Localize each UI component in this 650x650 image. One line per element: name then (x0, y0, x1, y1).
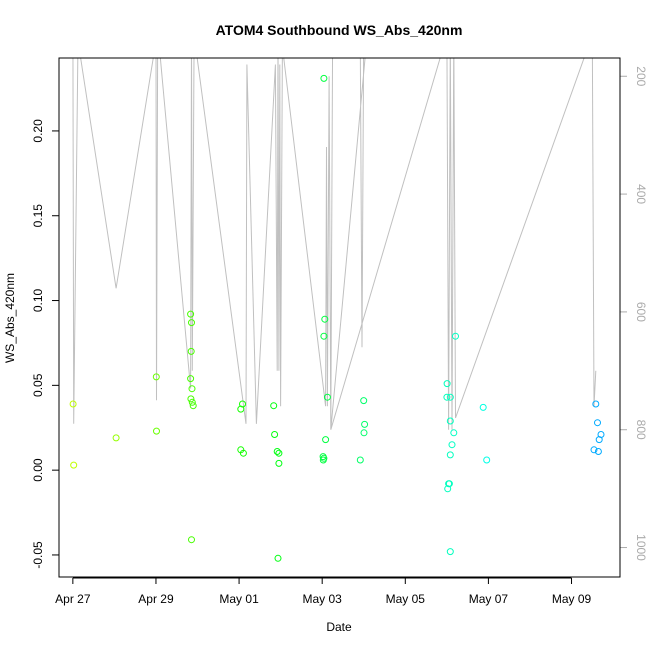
data-point (270, 402, 278, 410)
secondary-tick-label: 600 (634, 302, 648, 322)
data-point (69, 400, 77, 408)
data-point (448, 441, 456, 449)
secondary-series-line (72, 58, 597, 430)
data-point (592, 400, 600, 408)
data-point (70, 461, 78, 469)
y-tick-label: -0.05 (31, 541, 45, 569)
data-point (360, 429, 368, 437)
chart-title: ATOM4 Southbound WS_Abs_420nm (216, 22, 463, 38)
secondary-tick-label: 1000 (634, 534, 648, 561)
data-point (112, 434, 120, 442)
data-point (187, 375, 195, 383)
data-point (273, 448, 281, 455)
x-tick-label: May 05 (386, 592, 426, 606)
data-point (152, 373, 160, 381)
data-point (187, 395, 195, 403)
data-point (445, 480, 453, 488)
data-point (188, 398, 196, 406)
x-axis-label: Date (326, 620, 352, 634)
y-tick-label: 0.15 (31, 204, 45, 228)
data-point (595, 436, 603, 444)
data-point (187, 310, 195, 318)
data-point (594, 419, 601, 427)
x-tick-label: Apr 27 (55, 592, 91, 606)
data-point (188, 385, 196, 393)
secondary-tick-label: 200 (634, 66, 648, 86)
secondary-tick-label: 800 (634, 420, 648, 440)
data-point (446, 417, 454, 425)
data-point (446, 393, 454, 401)
secondary-tick-label: 400 (634, 184, 648, 204)
x-tick-label: Apr 29 (138, 592, 174, 606)
y-tick-label: 0.10 (31, 288, 45, 312)
data-point (188, 536, 195, 544)
data-point (275, 459, 283, 467)
data-point (443, 380, 451, 388)
plot-border (58, 57, 621, 578)
y-axis-label: WS_Abs_420nm (3, 273, 17, 363)
data-point (275, 449, 283, 457)
y-tick-label: 0.00 (31, 458, 45, 482)
data-point (446, 451, 454, 459)
x-tick-label: May 07 (469, 592, 509, 606)
data-point (452, 332, 459, 340)
x-tick-label: May 03 (303, 592, 343, 606)
data-point (320, 332, 328, 340)
data-point (356, 456, 364, 464)
data-point (319, 456, 327, 464)
data-point (189, 402, 197, 410)
data-point (360, 397, 368, 405)
data-point (450, 429, 458, 437)
data-point (320, 74, 328, 82)
data-point (323, 393, 331, 401)
data-point (322, 436, 330, 444)
data-point (479, 403, 487, 411)
data-point (361, 420, 369, 428)
data-point (446, 548, 454, 556)
points-layer (69, 74, 605, 562)
data-point (594, 448, 602, 455)
data-point (443, 393, 451, 401)
data-point (239, 400, 246, 408)
y-tick-label: 0.05 (31, 373, 45, 397)
data-point (153, 427, 160, 435)
data-point (239, 449, 247, 457)
data-point (483, 456, 491, 464)
y-tick-label: 0.20 (31, 119, 45, 143)
data-point (271, 431, 279, 438)
data-point (321, 315, 329, 323)
data-point (187, 347, 195, 355)
x-tick-label: May 01 (219, 592, 259, 606)
x-tick-label: May 09 (552, 592, 592, 606)
data-point (188, 319, 195, 327)
secondary-line-layer (72, 58, 597, 430)
data-point (590, 446, 598, 454)
data-point (274, 554, 282, 562)
